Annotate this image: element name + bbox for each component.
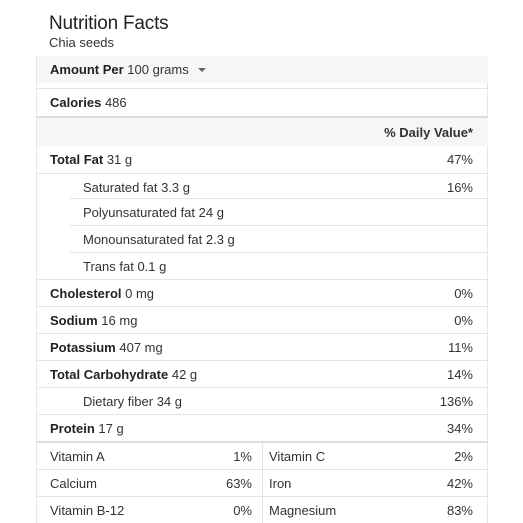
- page-title: Nutrition Facts: [49, 13, 169, 34]
- divider: [37, 360, 488, 361]
- divider: [37, 496, 488, 497]
- divider: [37, 469, 488, 470]
- nutrient-amount: 42 g: [171, 367, 198, 382]
- nutrient-name: Saturated fat: [83, 180, 158, 195]
- nutrient-name: Monounsaturated fat: [83, 232, 203, 247]
- serving-size-select[interactable]: 100 grams: [127, 62, 206, 77]
- divider: [37, 173, 488, 174]
- nutrient-name: Dietary fiber: [83, 394, 154, 409]
- vitamin-name: Vitamin A: [50, 449, 105, 464]
- nutrient-name: Protein: [50, 421, 95, 436]
- nutrition-panel: Amount Per 100 grams Calories 486 % Dail…: [36, 56, 488, 523]
- vitamin-dv: 83%: [446, 503, 473, 518]
- nutrient-row-dietary-fiber: Dietary fiber 34 g 136%: [37, 388, 488, 415]
- nutrient-name: Sodium: [50, 313, 98, 328]
- nutrient-name: Trans fat: [83, 259, 134, 274]
- nutrient-row-potassium: Potassium 407 mg 11%: [37, 334, 488, 361]
- divider: [37, 279, 488, 280]
- nutrient-row-polyunsaturated-fat: Polyunsaturated fat 24 g: [37, 199, 488, 226]
- nutrient-amount: 24 g: [198, 205, 224, 220]
- divider: [70, 225, 488, 226]
- nutrient-row-total-fat: Total Fat 31 g 47%: [37, 146, 488, 173]
- vitamin-dv: 0%: [233, 503, 252, 518]
- nutrient-dv: 0%: [454, 313, 473, 328]
- nutrient-dv: 0%: [454, 286, 473, 301]
- nutrient-name: Potassium: [50, 340, 116, 355]
- nutrient-name: Cholesterol: [50, 286, 122, 301]
- vitamin-dv: 2%: [454, 449, 473, 464]
- nutrient-amount: 34 g: [156, 394, 183, 409]
- daily-value-header: % Daily Value*: [384, 124, 473, 140]
- nutrient-amount: 0.1 g: [137, 259, 167, 274]
- divider: [70, 252, 488, 253]
- divider: [37, 88, 488, 89]
- nutrient-amount: 16 mg: [101, 313, 138, 328]
- nutrient-dv: 34%: [446, 421, 473, 436]
- vitamin-row: Calcium 63% Iron 42%: [37, 470, 488, 497]
- nutrient-row-sodium: Sodium 16 mg 0%: [37, 307, 488, 334]
- nutrient-amount: 0 mg: [125, 286, 155, 301]
- nutrient-row-trans-fat: Trans fat 0.1 g: [37, 253, 488, 280]
- nutrient-dv: 47%: [446, 152, 473, 167]
- divider: [37, 306, 488, 307]
- vitamin-dv: 63%: [225, 476, 252, 491]
- nutrient-row-total-carbohydrate: Total Carbohydrate 42 g 14%: [37, 361, 488, 388]
- calories-row: Calories 486: [37, 89, 488, 116]
- calories-value: 486: [104, 95, 127, 110]
- amount-per-label: Amount Per 100 grams: [50, 62, 206, 77]
- chevron-down-icon[interactable]: [197, 67, 206, 72]
- food-name: Chia seeds: [49, 35, 115, 50]
- vitamin-name: Vitamin B-12: [50, 503, 125, 518]
- nutrient-amount: 17 g: [98, 421, 124, 436]
- nutrient-amount: 407 mg: [119, 340, 163, 355]
- divider: [37, 387, 488, 388]
- vitamin-name: Magnesium: [269, 503, 337, 518]
- nutrient-dv: 11%: [447, 340, 473, 355]
- vitamin-name: Iron: [269, 476, 292, 491]
- nutrient-dv: 16%: [446, 180, 473, 195]
- nutrient-amount: 2.3 g: [205, 232, 235, 247]
- nutrient-name: Polyunsaturated fat: [83, 205, 196, 220]
- divider: [37, 333, 488, 334]
- nutrient-row-cholesterol: Cholesterol 0 mg 0%: [37, 280, 488, 307]
- daily-value-header-row: % Daily Value*: [37, 118, 488, 146]
- divider: [37, 414, 488, 415]
- vitamin-name: Calcium: [50, 476, 97, 491]
- nutrient-amount: 3.3 g: [161, 180, 190, 195]
- nutrient-row-protein: Protein 17 g 34%: [37, 415, 488, 442]
- divider: [37, 116, 488, 118]
- nutrient-row-saturated-fat: Saturated fat 3.3 g 16%: [37, 174, 488, 201]
- vitamin-name: Vitamin C: [269, 449, 326, 464]
- column-separator: [262, 443, 263, 523]
- amount-per-row: Amount Per 100 grams: [37, 56, 488, 83]
- vitamin-row: Vitamin B-12 0% Magnesium 83%: [37, 497, 488, 523]
- vitamin-dv: 1%: [233, 449, 252, 464]
- divider: [70, 198, 488, 199]
- divider: [37, 441, 488, 443]
- nutrient-dv: 136%: [439, 394, 473, 409]
- vitamin-row: Vitamin A 1% Vitamin C 2%: [37, 443, 488, 470]
- nutrient-row-monounsaturated-fat: Monounsaturated fat 2.3 g: [37, 226, 488, 253]
- nutrient-name: Total Fat: [50, 152, 104, 167]
- nutrient-amount: 31 g: [106, 152, 133, 167]
- vitamin-dv: 42%: [446, 476, 473, 491]
- nutrient-name: Total Carbohydrate: [50, 367, 169, 382]
- calories-label: Calories: [50, 95, 102, 110]
- nutrition-header: Nutrition Facts Chia seeds: [49, 13, 169, 51]
- nutrient-dv: 14%: [446, 367, 473, 382]
